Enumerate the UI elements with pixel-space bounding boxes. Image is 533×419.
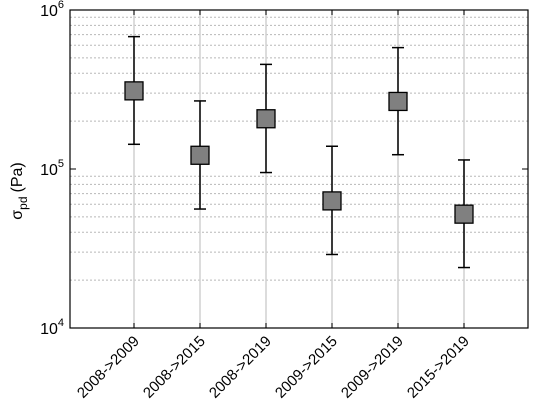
y-axis-label-unit: (Pa)	[9, 162, 26, 192]
grid-layer	[70, 10, 528, 328]
data-point-2008->2009	[125, 37, 143, 145]
y-tick-exponent: 5	[58, 158, 64, 170]
x-category-label: 2009->2019	[338, 333, 407, 402]
square-marker	[191, 146, 209, 164]
square-marker	[323, 192, 341, 210]
y-tick-base: 10	[40, 3, 58, 20]
data-point-2009->2019	[389, 48, 407, 155]
x-category-label: 2008->2019	[206, 333, 275, 402]
y-tick-base: 10	[40, 162, 58, 179]
square-marker	[257, 110, 275, 128]
y-axis-label: σpd (Pa)	[9, 162, 30, 219]
y-tick-label: 104	[40, 317, 64, 338]
square-marker	[125, 82, 143, 100]
y-tick-exponent: 4	[58, 317, 64, 329]
data-point-2008->2019	[257, 64, 275, 172]
data-point-2008->2015	[191, 101, 209, 209]
y-tick-label: 106	[40, 0, 64, 20]
data-marks	[125, 37, 473, 268]
y-tick-base: 10	[40, 321, 58, 338]
y-axis-label-subscript: pd	[16, 197, 30, 210]
y-tick-label: 105	[40, 158, 64, 179]
y-tick-exponent: 6	[58, 0, 64, 11]
x-category-label: 2008->2009	[74, 333, 143, 402]
x-category-label: 2008->2015	[140, 333, 209, 402]
y-axis-label-symbol: σ	[9, 210, 26, 220]
x-category-label: 2015->2019	[404, 333, 473, 402]
square-marker	[389, 92, 407, 110]
square-marker	[455, 205, 473, 223]
data-point-2009->2015	[323, 146, 341, 254]
x-category-label: 2009->2015	[272, 333, 341, 402]
x-category-labels: 2008->20092008->20152008->20192009->2015…	[74, 333, 473, 402]
